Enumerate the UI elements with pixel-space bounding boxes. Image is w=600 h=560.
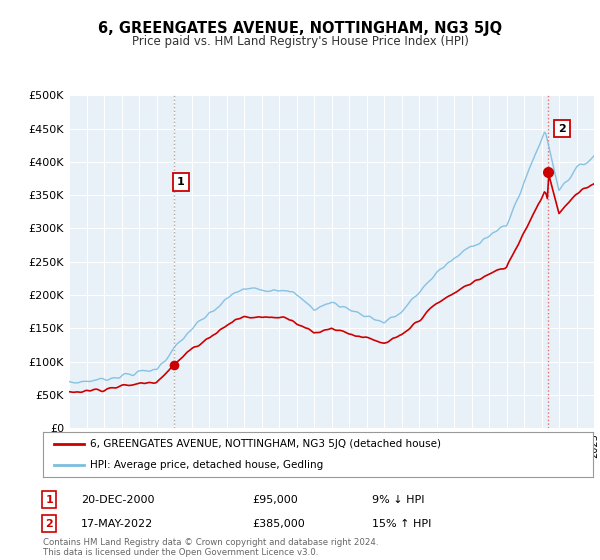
Text: Price paid vs. HM Land Registry's House Price Index (HPI): Price paid vs. HM Land Registry's House …: [131, 35, 469, 48]
Text: £95,000: £95,000: [252, 494, 298, 505]
Text: 9% ↓ HPI: 9% ↓ HPI: [372, 494, 425, 505]
Text: 2: 2: [558, 124, 566, 133]
Text: HPI: Average price, detached house, Gedling: HPI: Average price, detached house, Gedl…: [90, 460, 323, 470]
Text: 20-DEC-2000: 20-DEC-2000: [81, 494, 155, 505]
Text: £385,000: £385,000: [252, 519, 305, 529]
Text: 17-MAY-2022: 17-MAY-2022: [81, 519, 153, 529]
Text: 1: 1: [46, 494, 53, 505]
Text: 15% ↑ HPI: 15% ↑ HPI: [372, 519, 431, 529]
Text: 6, GREENGATES AVENUE, NOTTINGHAM, NG3 5JQ: 6, GREENGATES AVENUE, NOTTINGHAM, NG3 5J…: [98, 21, 502, 36]
Text: 1: 1: [177, 177, 185, 187]
Text: Contains HM Land Registry data © Crown copyright and database right 2024.
This d: Contains HM Land Registry data © Crown c…: [43, 538, 379, 557]
Text: 6, GREENGATES AVENUE, NOTTINGHAM, NG3 5JQ (detached house): 6, GREENGATES AVENUE, NOTTINGHAM, NG3 5J…: [90, 440, 441, 450]
Text: 2: 2: [46, 519, 53, 529]
